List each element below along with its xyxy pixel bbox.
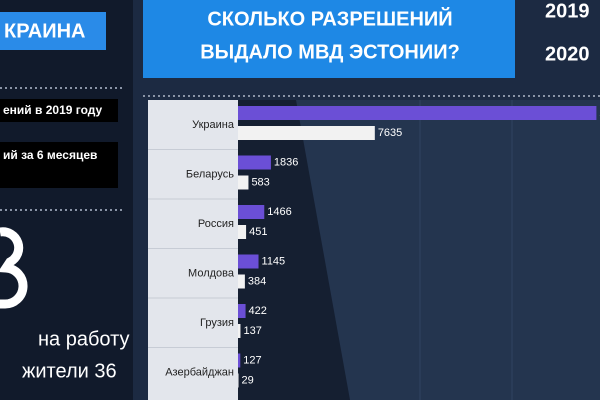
bar <box>238 106 597 120</box>
value-label: 7635 <box>378 127 402 139</box>
legend-label: 2019 <box>545 0 590 22</box>
category-label: Украина <box>192 119 235 131</box>
value-label: 451 <box>249 226 267 238</box>
sidebar <box>0 0 133 400</box>
note-box <box>0 142 118 188</box>
value-label: 137 <box>243 325 261 337</box>
value-label: 1466 <box>267 206 291 218</box>
chart-title: СКОЛЬКО РАЗРЕШЕНИЙ <box>207 6 452 30</box>
bar <box>238 225 247 239</box>
category-label: Молдова <box>188 267 235 279</box>
bar <box>238 155 271 170</box>
bar <box>238 126 375 140</box>
note-box <box>0 99 118 122</box>
sidebar-note: ий за 6 месяцев <box>3 148 97 162</box>
icon <box>0 227 28 309</box>
category-label: Россия <box>198 218 234 230</box>
value-label: 127 <box>243 354 261 366</box>
sidebar-text: на работу <box>38 328 130 350</box>
shade <box>238 100 350 400</box>
bar <box>238 324 241 338</box>
sidebar-heading-box <box>0 12 106 50</box>
bar <box>238 274 245 289</box>
bar <box>238 353 241 368</box>
title-box <box>143 0 515 78</box>
value-label: 583 <box>251 176 269 188</box>
chart-title: ВЫДАЛО МВД ЭСТОНИИ? <box>200 41 460 63</box>
bar <box>238 205 265 219</box>
value-label: 1145 <box>262 255 286 267</box>
sidebar-heading: КРАИНА <box>4 20 86 42</box>
sidebar-text: жители 36 <box>22 360 117 382</box>
value-label: 384 <box>248 275 266 287</box>
value-label: 29 <box>242 374 254 386</box>
value-label: 422 <box>249 305 267 317</box>
legend-label: 2020 <box>545 43 590 65</box>
category-panel <box>148 100 238 400</box>
bar <box>238 254 259 269</box>
category-label: Беларусь <box>186 168 234 180</box>
bar <box>238 175 249 190</box>
category-label: Грузия <box>200 317 234 329</box>
category-label: Азербайджан <box>165 366 234 378</box>
bar <box>238 373 239 388</box>
sidebar-note: ений в 2019 году <box>3 103 103 117</box>
value-label: 1836 <box>274 156 298 168</box>
bar <box>238 304 246 318</box>
